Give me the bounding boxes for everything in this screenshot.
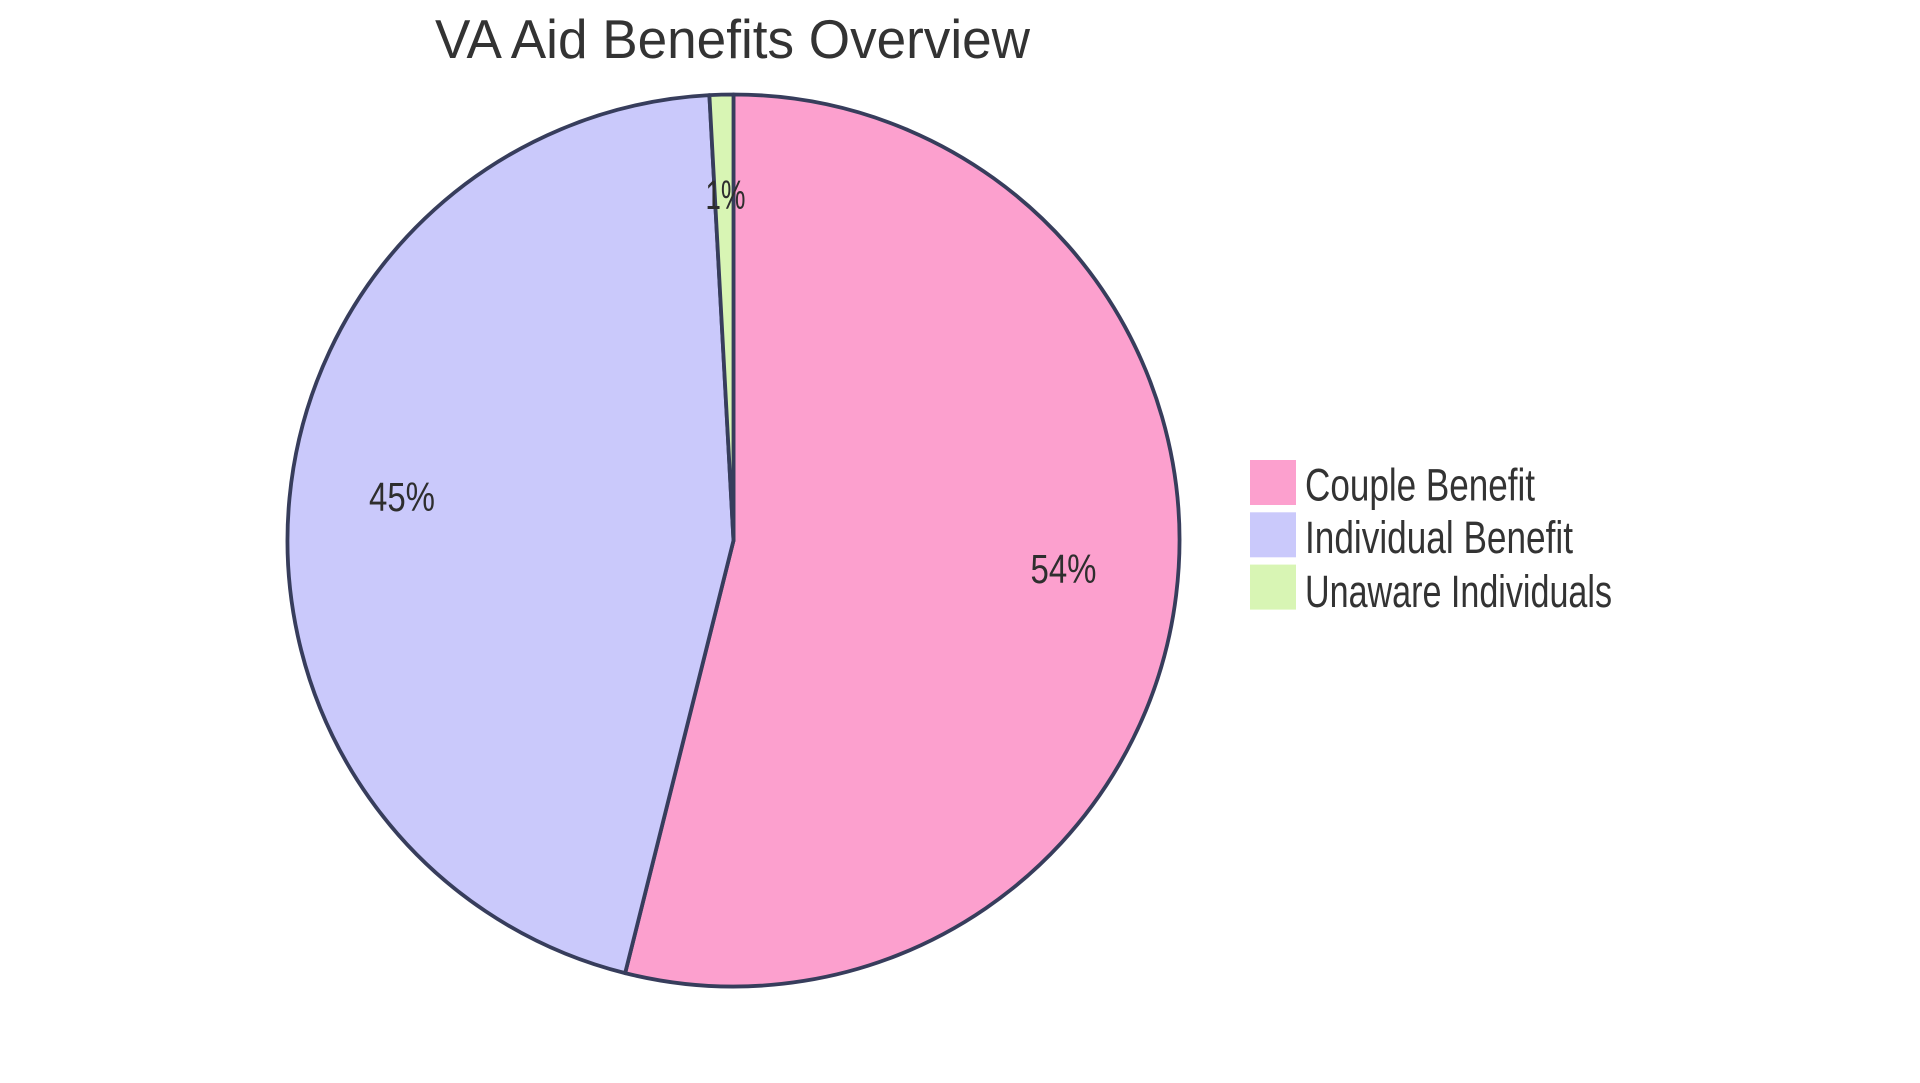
svg-text:54%: 54% xyxy=(1031,546,1097,592)
svg-text:VA Aid Benefits Overview: VA Aid Benefits Overview xyxy=(435,8,1030,70)
svg-text:1%: 1% xyxy=(706,172,746,218)
svg-text:Couple Benefit: Couple Benefit xyxy=(1305,460,1535,511)
svg-text:Unaware Individuals: Unaware Individuals xyxy=(1305,566,1612,617)
svg-text:Individual Benefit: Individual Benefit xyxy=(1305,512,1573,563)
svg-text:45%: 45% xyxy=(369,474,435,520)
